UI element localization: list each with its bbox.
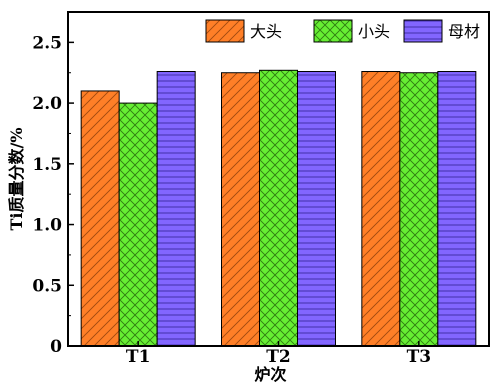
x-axis-title: 炉次 xyxy=(254,365,286,383)
legend-swatch-0 xyxy=(205,19,245,43)
y-tick-label: 0.5 xyxy=(32,276,62,296)
x-axis: T1 T2 T3 xyxy=(126,341,431,367)
bar-t2-series-0 xyxy=(221,72,260,347)
y-tick-label: 1.0 xyxy=(32,216,62,236)
legend-label-2: 母材 xyxy=(448,22,480,41)
bar-t3-series-2 xyxy=(437,71,477,347)
bar-t3-series-1 xyxy=(399,72,439,347)
plot-frame xyxy=(67,11,490,347)
y-axis-title: Ti质量分数/% xyxy=(7,127,26,230)
bar-t3-series-0 xyxy=(361,71,401,347)
bar-t2-series-2 xyxy=(297,71,336,347)
bar-t1-series-1 xyxy=(118,102,158,347)
y-tick-label: 1.5 xyxy=(32,155,62,175)
y-tick-label: 0 xyxy=(50,337,62,357)
x-tick-label: T2 xyxy=(266,347,290,367)
y-tick-label: 2.0 xyxy=(32,94,62,114)
legend-swatch-1 xyxy=(313,19,353,43)
legend-label-0: 大头 xyxy=(250,22,282,41)
x-tick-label: T3 xyxy=(407,347,431,367)
bar-t1-series-0 xyxy=(80,90,120,347)
x-tick-label: T1 xyxy=(126,347,150,367)
bar-t2-series-1 xyxy=(259,69,298,347)
legend-swatch-2 xyxy=(403,19,443,43)
legend-label-1: 小头 xyxy=(358,22,390,41)
bars-group xyxy=(80,69,477,347)
y-axis: 0 0.5 1.0 1.5 2.0 2.5 xyxy=(32,33,74,357)
legend: 大头 小头 母材 xyxy=(205,19,480,43)
y-tick-label: 2.5 xyxy=(32,33,62,53)
bar-t1-series-2 xyxy=(156,71,196,347)
